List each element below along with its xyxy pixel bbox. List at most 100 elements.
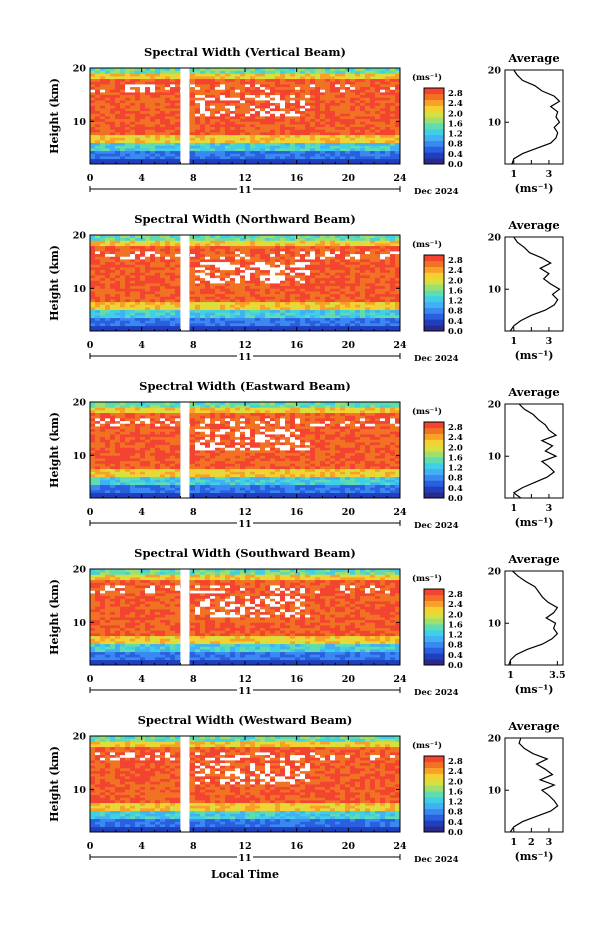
heatmap-cell xyxy=(385,269,391,273)
colorbar-tick-label: 0.0 xyxy=(448,327,463,337)
heatmap-cell xyxy=(130,253,136,257)
heatmap-cell xyxy=(105,81,111,85)
heatmap-cell xyxy=(190,108,196,112)
heatmap-cell xyxy=(150,121,156,125)
heatmap-cell xyxy=(170,118,176,122)
heatmap-cell xyxy=(190,121,196,125)
heatmap-cell xyxy=(110,248,116,252)
heatmap-cell xyxy=(340,280,346,284)
heatmap-cell xyxy=(305,323,311,327)
heatmap-cell xyxy=(240,153,246,157)
heatmap-cell xyxy=(210,145,216,149)
heatmap-cell xyxy=(260,153,266,157)
heatmap-cell xyxy=(95,161,101,165)
heatmap-cell xyxy=(230,256,236,260)
heatmap-cell xyxy=(230,134,236,138)
heatmap-cell xyxy=(365,309,371,313)
heatmap-cell xyxy=(115,248,121,252)
heatmap-cell xyxy=(380,118,386,122)
heatmap-cell xyxy=(245,256,251,260)
heatmap-cell xyxy=(390,317,396,321)
heatmap-cell xyxy=(190,245,196,249)
heatmap-cell xyxy=(240,277,246,281)
heatmap-cell xyxy=(110,307,116,311)
heatmap-cell xyxy=(140,492,146,496)
heatmap-cell xyxy=(130,291,136,295)
heatmap-cell xyxy=(120,256,126,260)
heatmap-cell xyxy=(175,113,181,117)
heatmap-cell xyxy=(330,487,336,491)
heatmap-cell xyxy=(250,94,256,98)
heatmap-cell xyxy=(220,288,226,292)
heatmap-cell xyxy=(105,235,111,239)
heatmap-cell xyxy=(90,317,96,321)
heatmap-cell xyxy=(275,102,281,106)
heatmap-cell xyxy=(215,492,221,496)
heatmap-cell xyxy=(270,153,276,157)
heatmap-cell xyxy=(115,269,121,273)
heatmap-cell xyxy=(260,240,266,244)
heatmap-cell xyxy=(125,272,131,276)
heatmap-cell xyxy=(90,487,96,491)
heatmap-cell xyxy=(125,285,131,289)
heatmap-cell xyxy=(135,235,141,239)
heatmap-cell xyxy=(210,315,216,319)
heatmap-cell xyxy=(300,277,306,281)
heatmap-cell xyxy=(300,150,306,154)
heatmap-cell xyxy=(150,150,156,154)
heatmap-cell xyxy=(300,256,306,260)
heatmap-cell xyxy=(95,482,101,486)
heatmap-cell xyxy=(105,283,111,287)
heatmap-cell xyxy=(230,137,236,141)
heatmap-cell xyxy=(310,285,316,289)
heatmap-cell xyxy=(175,118,181,122)
colorbar-segment xyxy=(424,140,444,147)
heatmap-cell xyxy=(275,299,281,303)
heatmap-cell xyxy=(90,145,96,149)
heatmap-cell xyxy=(125,137,131,141)
heatmap-cell xyxy=(340,78,346,82)
heatmap-cell xyxy=(225,253,231,257)
heatmap-cell xyxy=(375,269,381,273)
heatmap-cell xyxy=(355,76,361,80)
heatmap-cell xyxy=(105,320,111,324)
heatmap-cell xyxy=(325,299,331,303)
heatmap-cell xyxy=(265,307,271,311)
heatmap-cell xyxy=(195,145,201,149)
heatmap-cell xyxy=(300,84,306,88)
heatmap-cell xyxy=(235,137,241,141)
heatmap-cell xyxy=(115,291,121,295)
heatmap-cell xyxy=(205,272,211,276)
heatmap-cell xyxy=(300,484,306,488)
heatmap-cell xyxy=(325,102,331,106)
heatmap-cell xyxy=(110,113,116,117)
heatmap-cell xyxy=(310,84,316,88)
heatmap-cell xyxy=(355,293,361,297)
heatmap-cell xyxy=(310,277,316,281)
heatmap-cell xyxy=(210,296,216,300)
heatmap-cell xyxy=(175,272,181,276)
heatmap-cell xyxy=(340,293,346,297)
heatmap-cell xyxy=(320,307,326,311)
heatmap-cell xyxy=(225,92,231,96)
heatmap-cell xyxy=(320,110,326,114)
heatmap-cell xyxy=(310,105,316,109)
heatmap-cell xyxy=(105,269,111,273)
heatmap-cell xyxy=(200,325,206,329)
heatmap-cell xyxy=(225,81,231,85)
heatmap-cell xyxy=(375,113,381,117)
heatmap-cell xyxy=(95,102,101,106)
heatmap-cell xyxy=(245,126,251,130)
heatmap-cell xyxy=(115,309,121,313)
heatmap-cell xyxy=(105,299,111,303)
heatmap-cell xyxy=(140,315,146,319)
heatmap-cell xyxy=(160,301,166,305)
heatmap-cell xyxy=(210,320,216,324)
heatmap-cell xyxy=(370,272,376,276)
heatmap-cell xyxy=(190,153,196,157)
heatmap-cell xyxy=(225,484,231,488)
heatmap-cell xyxy=(285,156,291,160)
heatmap-cell xyxy=(105,68,111,72)
heatmap-cell xyxy=(120,307,126,311)
heatmap-cell xyxy=(375,134,381,138)
